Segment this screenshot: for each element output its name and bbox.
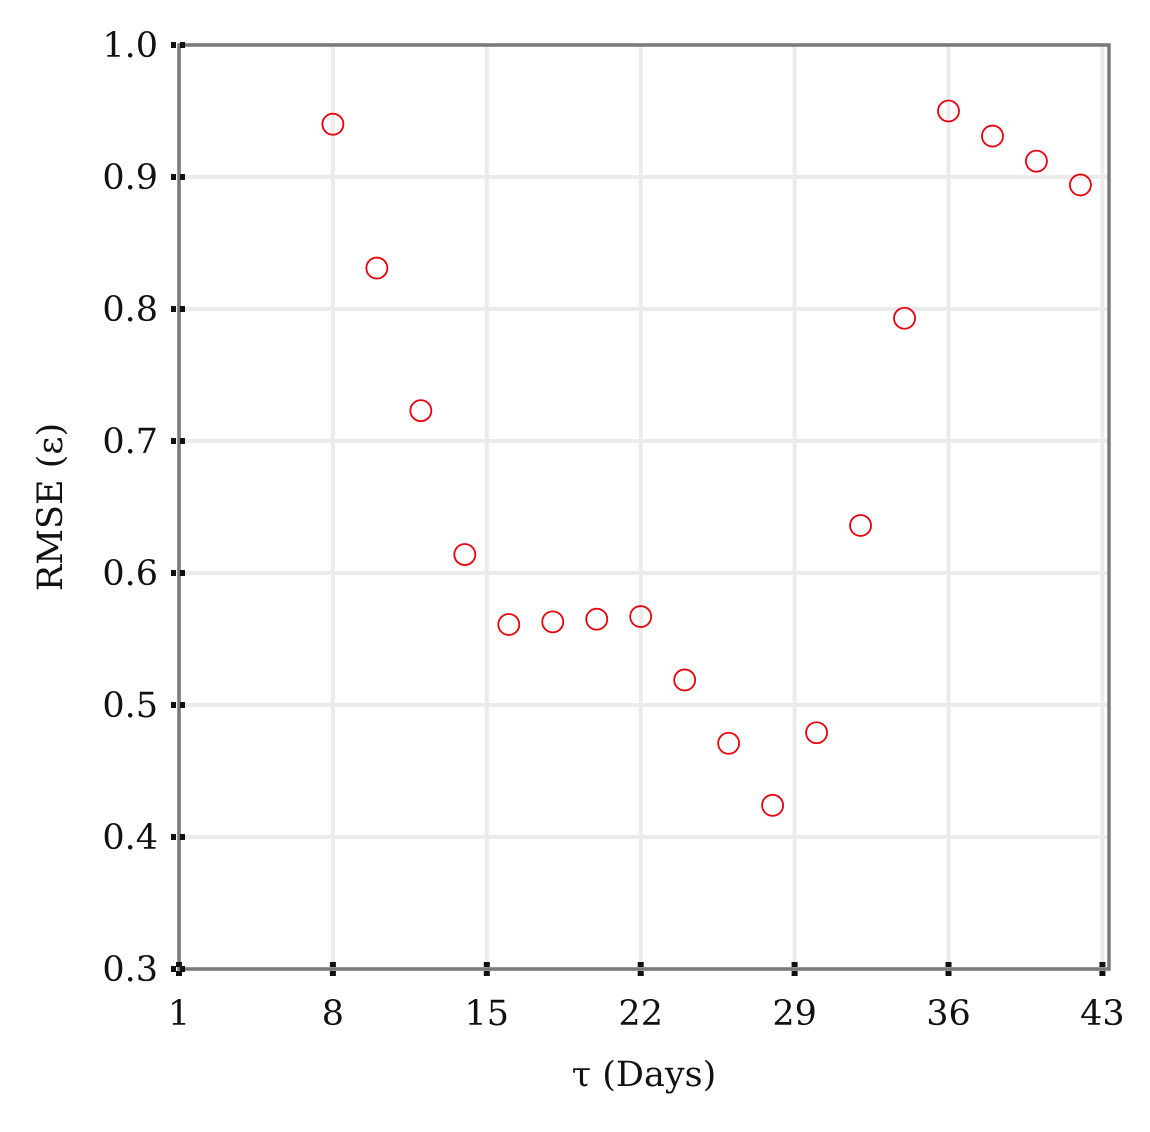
data-point	[321, 112, 345, 136]
data-point	[849, 514, 872, 537]
grid-lines	[177, 43, 1109, 971]
x-tick-label: 36	[926, 994, 971, 1034]
plot-border	[177, 43, 1111, 971]
x-tick-labels: 1 8 15 22 29 36 43	[168, 994, 1125, 1034]
axis-ticks	[171, 42, 1106, 976]
data-point	[453, 543, 477, 566]
data-point	[1069, 173, 1092, 197]
data-point	[1025, 149, 1048, 173]
y-tick-label: 0.5	[102, 686, 158, 726]
x-tick-label: 29	[772, 994, 817, 1034]
x-tick-label: 15	[465, 994, 510, 1034]
data-point	[893, 306, 916, 330]
data-point	[497, 613, 521, 636]
data-point	[585, 607, 609, 631]
data-point	[541, 610, 565, 634]
data-point	[937, 99, 960, 123]
y-tick-labels: 0.3 0.4 0.5 0.6 0.7 0.8 0.9 1.0	[102, 26, 158, 990]
y-tick-label: 0.3	[102, 950, 158, 990]
x-axis-label: τ (Days)	[572, 1055, 716, 1095]
data-point	[673, 668, 697, 692]
x-tick-label: 1	[168, 994, 190, 1034]
data-point	[409, 399, 433, 423]
x-tick-label: 22	[618, 994, 663, 1034]
data-point	[365, 256, 389, 280]
plot-frame	[177, 43, 1111, 971]
y-tick-label: 0.4	[102, 818, 158, 858]
y-axis-label: RMSE (ε)	[31, 423, 71, 591]
data-point	[761, 793, 785, 817]
y-tick-label: 0.6	[102, 554, 158, 594]
data-point	[805, 721, 828, 745]
y-tick-label: 0.8	[102, 290, 158, 330]
y-tick-label: 0.9	[102, 158, 158, 198]
y-tick-label: 1.0	[102, 26, 158, 66]
x-tick-label: 8	[322, 994, 344, 1034]
data-points	[321, 99, 1092, 817]
x-tick-label: 43	[1080, 994, 1125, 1034]
data-point	[717, 731, 741, 755]
y-tick-label: 0.7	[102, 422, 158, 462]
data-point	[629, 605, 653, 628]
data-point	[981, 124, 1004, 148]
